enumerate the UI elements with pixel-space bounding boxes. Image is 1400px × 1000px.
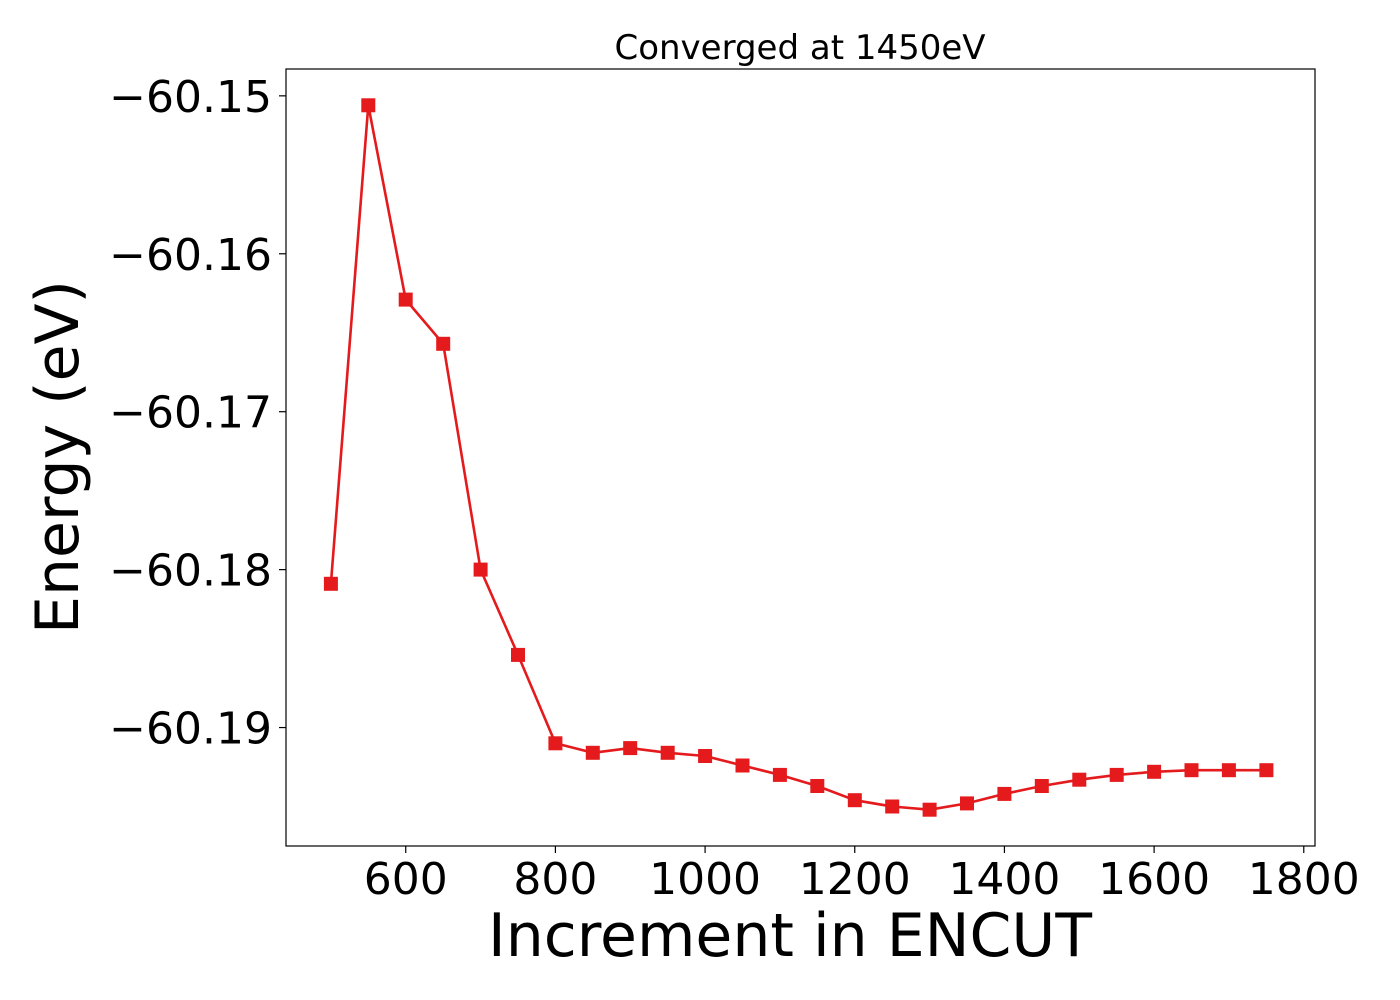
- x-axis-label: Increment in ENCUT: [488, 901, 1092, 971]
- data-point: [847, 793, 862, 808]
- x-tick-label: 1200: [799, 854, 911, 905]
- x-tick-label: 1800: [1248, 854, 1360, 905]
- y-tick-label: −60.19: [109, 704, 272, 755]
- data-point: [1147, 764, 1162, 779]
- data-point: [922, 802, 937, 817]
- data-point: [885, 799, 900, 814]
- data-point: [1034, 779, 1049, 793]
- y-tick-label: −60.17: [109, 388, 272, 439]
- y-axis: −60.15 −60.16 −60.17 −60.18 −60.19: [109, 72, 286, 755]
- data-point: [623, 741, 638, 756]
- data-point: [398, 292, 413, 307]
- data-point: [585, 745, 600, 760]
- data-point: [548, 736, 563, 751]
- data-point: [473, 562, 488, 577]
- x-axis: 600 800 1000 1200 1400 1600 1800: [364, 846, 1360, 905]
- data-point: [698, 749, 713, 763]
- data-point: [997, 786, 1012, 801]
- chart-title: Converged at 1450eV: [614, 28, 985, 68]
- data-point: [1072, 772, 1087, 787]
- plot-frame: [285, 68, 1316, 847]
- data-point: [1184, 763, 1199, 778]
- x-tick-label: 600: [364, 854, 448, 905]
- data-point: [1259, 763, 1274, 778]
- x-tick-label: 1000: [649, 854, 761, 905]
- x-tick-label: 800: [513, 854, 597, 905]
- data-point: [323, 576, 338, 591]
- plot-area: [285, 68, 1316, 847]
- y-tick-label: −60.16: [109, 230, 272, 281]
- x-tick-label: 1400: [948, 854, 1060, 905]
- series-line: [329, 104, 1267, 812]
- y-tick-label: −60.18: [109, 546, 272, 597]
- data-point: [1109, 767, 1124, 782]
- data-point: [660, 745, 675, 760]
- data-point: [810, 779, 825, 793]
- y-tick-label: −60.15: [109, 72, 272, 123]
- data-point: [511, 647, 525, 662]
- data-point: [735, 758, 750, 773]
- data-point: [361, 98, 376, 113]
- data-point: [772, 767, 787, 782]
- data-point: [436, 336, 451, 351]
- x-tick-label: 1600: [1098, 854, 1210, 905]
- data-point: [1221, 763, 1236, 778]
- data-point: [960, 796, 974, 811]
- y-axis-label: Energy (eV): [23, 280, 93, 634]
